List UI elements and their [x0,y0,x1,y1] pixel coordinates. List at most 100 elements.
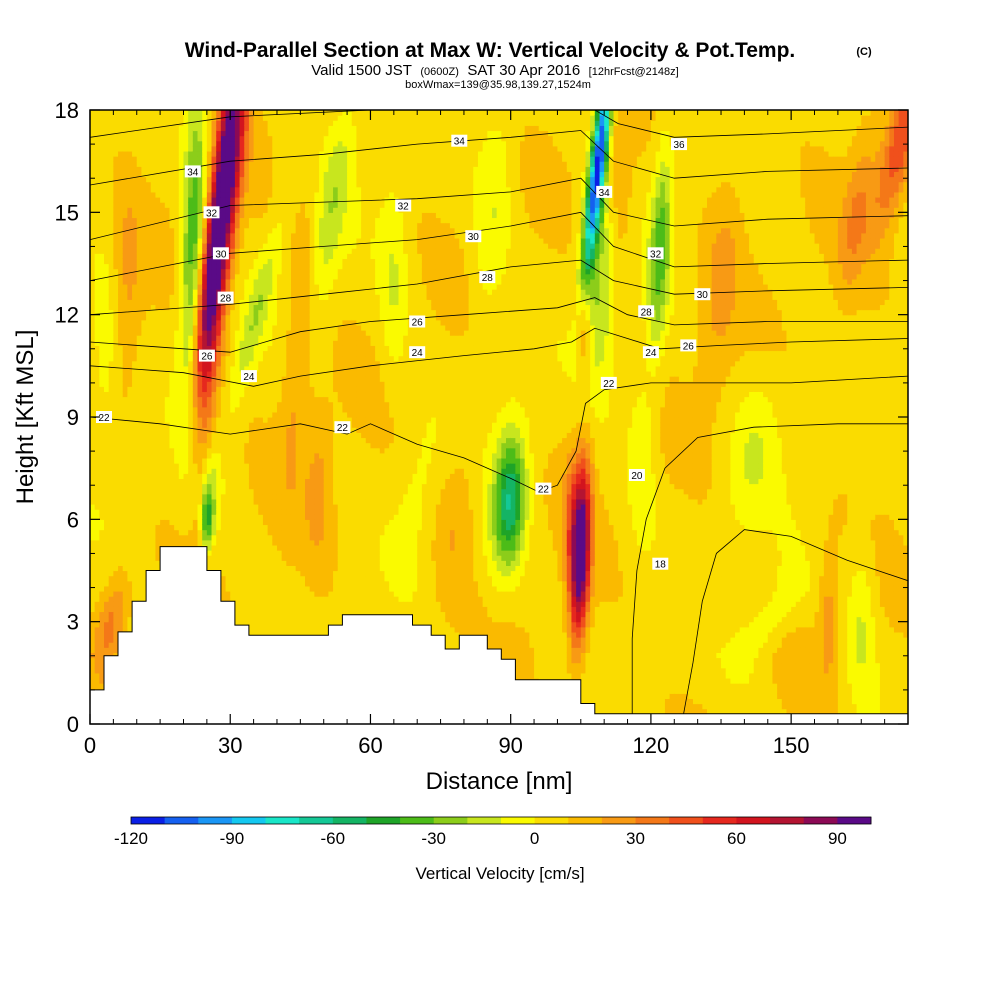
heatmap-cell [220,534,227,541]
heatmap-cell [276,309,283,316]
heatmap-cell [281,524,287,531]
heatmap-cell [188,524,194,531]
heatmap-cell [262,514,269,520]
heatmap-cell [136,217,143,224]
heatmap-cell [197,498,203,505]
heatmap-cell [160,483,166,490]
heatmap-cell [192,365,199,372]
heatmap-cell [253,585,259,592]
heatmap-cell [155,278,161,285]
heatmap-cell [239,299,245,306]
heatmap-cell [197,299,203,306]
heatmap-cell [188,427,194,433]
heatmap-cell [136,110,143,116]
heatmap-cell [216,283,222,290]
heatmap-cell [220,212,227,219]
heatmap-cell [178,319,185,326]
heatmap-cell [164,370,171,377]
heatmap-cell [267,447,273,454]
heatmap-cell [192,135,199,142]
heatmap-cell [267,550,273,556]
heatmap-cell [225,437,231,444]
heatmap-cell [234,212,241,219]
heatmap-cell [267,268,273,275]
heatmap-cell [178,386,185,393]
heatmap-cell [90,601,96,607]
heatmap-cell [94,145,100,152]
heatmap-cell [122,457,128,464]
heatmap-cell [146,539,152,546]
heatmap-cell [230,524,236,531]
heatmap-cell [164,386,171,393]
heatmap-cell [127,544,133,551]
heatmap-cell [220,386,227,393]
heatmap-cell [244,493,250,500]
heatmap-cell [258,478,264,485]
heatmap-cell [206,130,213,137]
heatmap-cell [234,166,241,172]
heatmap-cell [150,202,157,208]
heatmap-cell [160,299,166,306]
heatmap-cell [113,166,119,172]
heatmap-cell [258,432,264,439]
heatmap-cell [253,324,259,331]
heatmap-cell [118,381,124,387]
heatmap-cell [178,253,185,259]
heatmap-cell [188,509,194,515]
heatmap-cell [211,503,217,510]
heatmap-cell [258,145,264,152]
heatmap-cell [164,539,171,546]
heatmap-cell [211,447,217,454]
heatmap-cell [230,463,236,469]
heatmap-cell [230,278,236,285]
heatmap-cell [216,473,222,479]
title-copyright-mark: (C) [856,46,872,58]
heatmap-cell [281,601,287,607]
heatmap-cell [258,319,264,326]
heatmap-cell [108,396,114,403]
heatmap-cell [234,355,241,362]
heatmap-cell [234,396,241,403]
heatmap-cell [169,227,175,234]
heatmap-cell [220,207,227,213]
heatmap-cell [136,145,143,152]
heatmap-cell [225,263,231,270]
heatmap-cell [99,534,105,541]
heatmap-cell [160,243,166,249]
heatmap-cell [94,575,100,582]
heatmap-cell [267,135,273,142]
heatmap-cell [206,565,213,572]
heatmap-cell [225,534,231,541]
heatmap-cell [244,596,250,602]
heatmap-cell [141,370,147,377]
heatmap-cell [99,422,105,428]
heatmap-cell [262,473,269,479]
heatmap-cell [132,503,138,510]
heatmap-cell [90,478,96,485]
heatmap-cell [216,447,222,454]
heatmap-cell [122,324,128,331]
heatmap-cell [267,534,273,541]
heatmap-cell [94,667,100,674]
heatmap-cell [262,258,269,265]
heatmap-cell [234,243,241,249]
heatmap-cell [132,560,138,566]
heatmap-cell [155,294,161,300]
heatmap-cell [253,590,259,597]
heatmap-cell [94,207,100,213]
heatmap-cell [183,468,189,474]
heatmap-cell [127,232,133,239]
heatmap-cell [239,166,245,172]
heatmap-cell [104,457,110,464]
heatmap-cell [183,140,189,147]
heatmap-cell [192,493,199,500]
heatmap-cell [276,140,283,147]
heatmap-cell [160,350,166,357]
heatmap-cell [127,509,133,515]
heatmap-cell [150,427,157,433]
heatmap-cell [225,196,231,203]
heatmap-cell [188,294,194,300]
heatmap-cell [267,596,273,602]
heatmap-cell [141,150,147,157]
heatmap-cell [132,340,138,346]
